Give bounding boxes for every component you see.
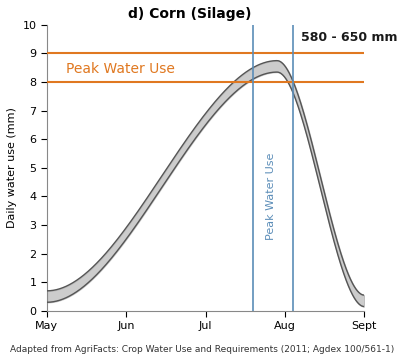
Text: Adapted from AgriFacts: Crop Water Use and Requirements (2011; Agdex 100/561-1): Adapted from AgriFacts: Crop Water Use a… <box>11 345 394 354</box>
Text: Peak Water Use: Peak Water Use <box>66 62 175 76</box>
Y-axis label: Daily water use (mm): Daily water use (mm) <box>7 108 17 228</box>
Title: d) Corn (Silage): d) Corn (Silage) <box>128 7 252 21</box>
Text: Peak Water Use: Peak Water Use <box>266 153 276 240</box>
Text: 580 - 650 mm: 580 - 650 mm <box>301 31 397 44</box>
